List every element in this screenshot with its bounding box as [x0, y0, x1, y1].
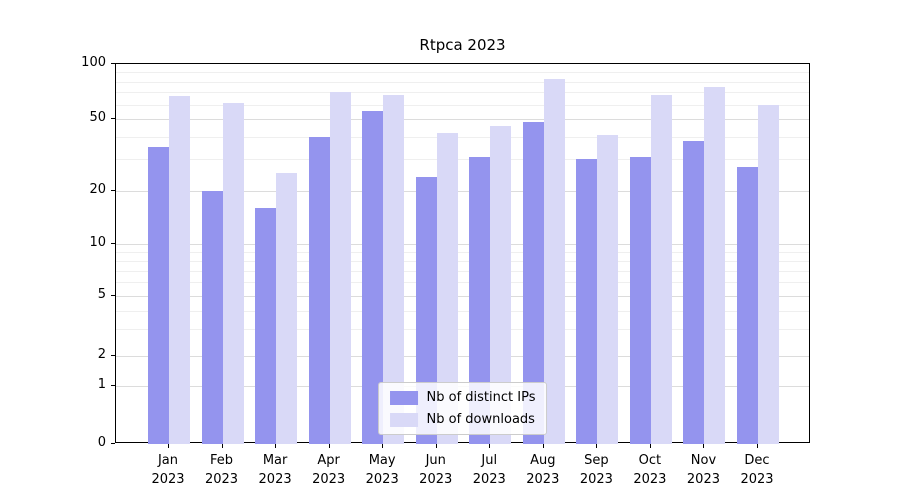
x-tick-mark: [703, 444, 705, 448]
gridline-minor: [116, 136, 809, 138]
y-tick-label: 5: [97, 287, 106, 302]
x-tick-label-aug: Aug 2023: [526, 453, 560, 487]
bar-downloads-jun: [436, 132, 458, 444]
y-tick-label: 2: [97, 347, 106, 362]
bar-distinct-ips-jun: [415, 176, 437, 444]
x-tick-label-mar: Mar 2023: [258, 453, 292, 487]
bar-downloads-oct: [650, 94, 672, 444]
bar-downloads-jul: [490, 125, 512, 444]
bar-downloads-dec: [758, 104, 779, 444]
y-tick-mark: [111, 63, 115, 64]
x-tick-mark: [649, 444, 651, 448]
bar-distinct-ips-aug: [522, 122, 544, 444]
x-tick-label-apr: Apr 2023: [312, 453, 346, 487]
bar-distinct-ips-may: [362, 111, 384, 444]
gridline-major: [116, 296, 809, 297]
bar-distinct-ips-feb: [201, 191, 223, 444]
bar-distinct-ips-mar: [255, 208, 277, 444]
x-tick-label-jan: Jan 2023: [151, 453, 185, 487]
bar-distinct-ips-nov: [683, 140, 705, 444]
x-tick-label-nov: Nov 2023: [686, 453, 720, 487]
bar-downloads-mar: [276, 173, 298, 444]
bar-distinct-ips-sep: [576, 159, 598, 444]
y-tick-label: 20: [89, 182, 106, 197]
y-tick-label: 100: [81, 55, 106, 70]
bar-downloads-may: [383, 94, 405, 444]
x-tick-mark: [221, 444, 223, 448]
legend-item-downloads: Nb of downloads: [389, 412, 536, 427]
legend-label-distinct-ips: Nb of distinct IPs: [426, 390, 536, 405]
gridline-major: [116, 356, 809, 357]
bar-downloads-sep: [597, 134, 619, 444]
bar-downloads-apr: [329, 92, 351, 444]
y-tick-label: 10: [89, 235, 106, 250]
gridline-minor: [116, 104, 809, 106]
gridline-minor: [116, 92, 809, 94]
legend-swatch-downloads: [389, 412, 418, 427]
bars-layer: [116, 64, 809, 444]
bar-distinct-ips-jan: [148, 147, 169, 444]
y-tick-mark: [111, 243, 115, 244]
x-tick-mark: [596, 444, 598, 448]
bar-distinct-ips-dec: [737, 167, 758, 444]
x-tick-label-sep: Sep 2023: [579, 453, 613, 487]
legend-label-downloads: Nb of downloads: [426, 412, 535, 427]
x-tick-mark: [275, 444, 277, 448]
x-tick-mark: [489, 444, 491, 448]
bar-distinct-ips-apr: [308, 136, 330, 444]
y-tick-mark: [111, 190, 115, 191]
gridline-major: [116, 191, 809, 192]
legend-swatch-distinct-ips: [389, 390, 418, 405]
x-tick-mark: [328, 444, 330, 448]
gridline-major: [116, 244, 809, 245]
gridline-minor: [116, 329, 809, 331]
y-tick-label: 0: [97, 435, 106, 450]
x-tick-label-feb: Feb 2023: [204, 453, 239, 487]
bar-downloads-feb: [222, 103, 244, 444]
bar-distinct-ips-jul: [469, 156, 491, 444]
plot-area: Nb of distinct IPs Nb of downloads: [115, 63, 810, 444]
x-tick-label-jun: Jun 2023: [419, 453, 453, 487]
y-tick-mark: [111, 295, 115, 296]
bar-downloads-jan: [169, 95, 190, 444]
gridline-minor: [116, 72, 809, 74]
y-tick-label: 50: [89, 110, 106, 125]
x-tick-label-dec: Dec 2023: [740, 453, 774, 487]
gridline-minor: [116, 310, 809, 312]
y-tick-mark: [111, 355, 115, 356]
gridline-minor: [116, 260, 809, 262]
x-tick-mark: [435, 444, 437, 448]
chart-title: Rtpca 2023: [419, 36, 506, 54]
x-tick-mark: [757, 444, 758, 448]
gridline-minor: [116, 282, 809, 284]
x-tick-mark: [542, 444, 544, 448]
x-tick-label-oct: Oct 2023: [633, 453, 667, 487]
legend-item-distinct-ips: Nb of distinct IPs: [389, 390, 536, 405]
bar-distinct-ips-oct: [629, 156, 651, 444]
gridline-minor: [116, 81, 809, 83]
gridline-major: [116, 119, 809, 120]
legend: Nb of distinct IPs Nb of downloads: [377, 382, 548, 435]
gridline-minor: [116, 159, 809, 161]
y-tick-mark: [111, 118, 115, 119]
gridline-minor: [116, 270, 809, 272]
y-tick-mark: [111, 385, 115, 386]
gridline-minor: [116, 251, 809, 253]
x-tick-label-may: May 2023: [365, 453, 399, 487]
x-tick-mark: [382, 444, 384, 448]
x-tick-mark: [168, 444, 169, 448]
bar-downloads-nov: [704, 86, 726, 444]
x-tick-label-jul: Jul 2023: [472, 453, 506, 487]
y-tick-label: 1: [97, 377, 106, 392]
bar-downloads-aug: [543, 78, 565, 444]
y-tick-mark: [111, 443, 115, 444]
